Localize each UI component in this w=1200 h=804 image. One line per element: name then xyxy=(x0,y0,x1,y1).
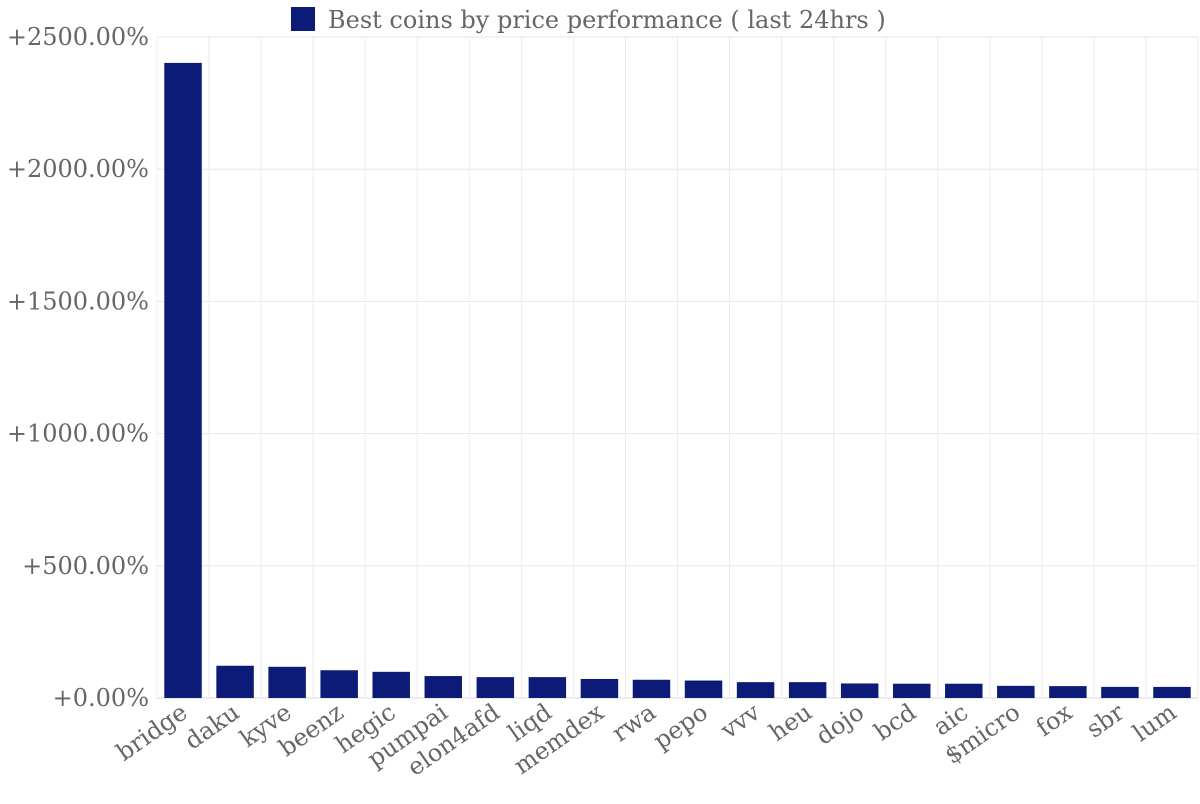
bar[interactable] xyxy=(945,683,983,698)
y-tick-label: +500.00% xyxy=(22,552,149,580)
x-tick-label: sbr xyxy=(1081,698,1130,744)
y-tick-label: +0.00% xyxy=(53,684,149,712)
y-tick-label: +1000.00% xyxy=(7,420,149,448)
x-tick-label: pepo xyxy=(648,698,713,755)
x-axis-ticks: bridgedakukyvebeenzhegicpumpaielon4afdli… xyxy=(111,698,1181,782)
x-tick-label: daku xyxy=(180,698,245,755)
bar[interactable] xyxy=(580,678,619,698)
bar[interactable] xyxy=(788,682,827,698)
bar[interactable] xyxy=(1049,686,1087,698)
bar[interactable] xyxy=(684,680,723,698)
x-tick-label: vvv xyxy=(715,698,766,745)
x-tick-label: bcd xyxy=(869,698,921,746)
y-tick-label: +2000.00% xyxy=(7,155,149,183)
x-tick-label: lum xyxy=(1128,698,1182,747)
x-tick-label: fox xyxy=(1031,698,1078,742)
bar[interactable] xyxy=(268,666,306,698)
bar[interactable] xyxy=(372,671,410,698)
x-tick-label: heu xyxy=(764,698,817,747)
bar[interactable] xyxy=(892,683,931,698)
legend-label: Best coins by price performance ( last 2… xyxy=(328,6,886,34)
y-tick-label: +1500.00% xyxy=(7,287,149,315)
y-tick-label: +2500.00% xyxy=(7,23,149,51)
y-axis-ticks: +0.00% +500.00% +1000.00% +1500.00% +2000.00… xyxy=(7,23,149,712)
bar[interactable] xyxy=(997,685,1035,698)
grid xyxy=(156,36,1199,699)
bar[interactable] xyxy=(736,682,775,698)
bar[interactable] xyxy=(424,676,463,698)
bar[interactable] xyxy=(1101,686,1139,698)
bar[interactable] xyxy=(632,679,671,698)
bar[interactable] xyxy=(1153,686,1191,698)
bar[interactable] xyxy=(528,677,567,698)
x-tick-label: dojo xyxy=(811,698,869,751)
bar[interactable] xyxy=(320,670,358,698)
bar[interactable] xyxy=(216,665,254,698)
legend-swatch xyxy=(291,7,315,31)
bar[interactable] xyxy=(840,683,879,698)
legend[interactable]: Best coins by price performance ( last 2… xyxy=(291,6,886,34)
bar[interactable] xyxy=(164,62,202,699)
bar[interactable] xyxy=(476,677,515,698)
bars xyxy=(164,62,1191,699)
